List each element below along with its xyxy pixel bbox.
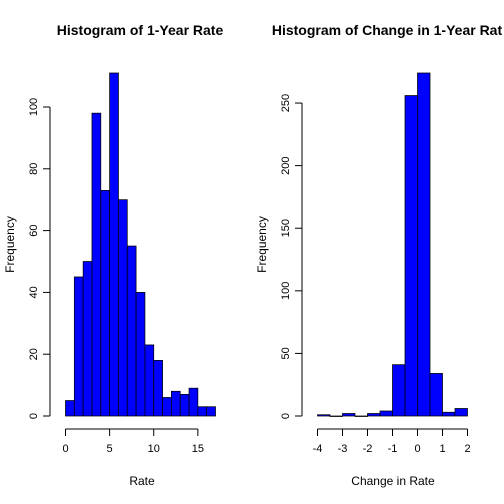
y-tick-label: 200 [280, 156, 292, 174]
y-tick-label: 100 [28, 98, 40, 116]
x-tick-label: -4 [313, 443, 323, 455]
chart-title: Histogram of 1-Year Rate [57, 22, 224, 38]
y-tick-label: 0 [28, 413, 40, 419]
bar [404, 95, 418, 417]
y-axis-label: Frequency [3, 216, 17, 273]
histogram-panel-1 [43, 72, 216, 436]
x-tick-label: 0 [62, 443, 68, 455]
y-axis-label: Frequency [255, 216, 269, 273]
bar [109, 72, 119, 417]
y-tick-label: 50 [280, 347, 292, 359]
y-tick-label: 150 [280, 219, 292, 237]
bar [367, 413, 381, 417]
histogram-panel-2 [295, 72, 468, 436]
bar [65, 400, 75, 417]
chart-title: Histogram of Change in 1-Year Rat [272, 22, 503, 38]
x-tick-label: 15 [192, 443, 204, 455]
bar [179, 393, 190, 417]
bar [197, 406, 208, 417]
bar [171, 390, 181, 417]
bar [392, 364, 406, 417]
bar [329, 415, 343, 417]
x-axis-label: Change in Rate [351, 474, 435, 488]
bar [153, 360, 163, 417]
bar [91, 112, 102, 417]
x-tick-label: 5 [107, 443, 113, 455]
x-tick-label: 2 [464, 443, 470, 455]
bar [144, 344, 155, 417]
bar [342, 413, 356, 417]
bar [118, 199, 128, 417]
y-tick-label: 80 [28, 163, 40, 175]
bar [317, 414, 331, 417]
bar [135, 292, 146, 417]
x-tick-label: -3 [338, 443, 348, 455]
x-axis-label: Rate [129, 474, 155, 488]
bar [100, 190, 110, 417]
bar [429, 373, 443, 417]
x-tick-label: 0 [414, 443, 420, 455]
y-tick-label: 0 [280, 413, 292, 419]
bar [126, 245, 137, 417]
y-tick-label: 40 [28, 286, 40, 298]
bar [454, 408, 468, 417]
x-tick-label: 1 [439, 443, 445, 455]
bar [73, 276, 84, 417]
x-tick-label: 10 [148, 443, 160, 455]
y-tick-label: 20 [28, 348, 40, 360]
bar [442, 411, 456, 417]
bar [417, 72, 431, 417]
bar [162, 397, 172, 417]
bar [188, 387, 199, 417]
bar [82, 261, 93, 417]
y-tick-label: 60 [28, 224, 40, 236]
bar [379, 410, 393, 417]
y-tick-label: 100 [280, 282, 292, 300]
x-tick-label: -2 [363, 443, 373, 455]
x-tick-label: -1 [388, 443, 398, 455]
bar [354, 415, 368, 417]
bar [206, 406, 216, 417]
y-tick-label: 250 [280, 94, 292, 112]
